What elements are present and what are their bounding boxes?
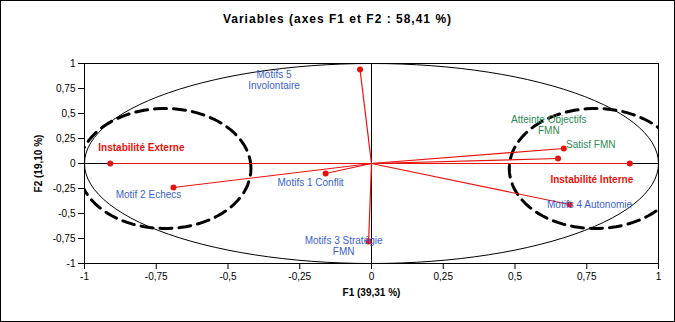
svg-text:0,75: 0,75 bbox=[56, 83, 76, 94]
html-text:Variables (axes F1 et F2 : 58,: Variables (axes F1 et F2 : 58,41 %) bbox=[222, 12, 452, 26]
svg-text:-0,75: -0,75 bbox=[53, 233, 76, 244]
svg-text:0,5: 0,5 bbox=[508, 271, 522, 282]
svg-text:-0,5: -0,5 bbox=[58, 208, 76, 219]
svg-text:1: 1 bbox=[656, 271, 662, 282]
svg-text:-0,75: -0,75 bbox=[145, 271, 168, 282]
svg-text:Motifs 1 Conflit: Motifs 1 Conflit bbox=[278, 177, 344, 188]
svg-text:0: 0 bbox=[70, 158, 76, 169]
svg-text:-0,5: -0,5 bbox=[219, 271, 237, 282]
svg-text:Instabilité Externe: Instabilité Externe bbox=[98, 142, 185, 153]
svg-text:Satisf FMN: Satisf FMN bbox=[566, 139, 615, 150]
svg-text:0,75: 0,75 bbox=[577, 271, 597, 282]
svg-text:0,25: 0,25 bbox=[434, 271, 454, 282]
svg-text:Motifs 3 StratégieFMN: Motifs 3 StratégieFMN bbox=[305, 235, 383, 257]
svg-text:0: 0 bbox=[369, 271, 375, 282]
svg-text:-0,25: -0,25 bbox=[288, 271, 311, 282]
svg-text:0,25: 0,25 bbox=[56, 133, 76, 144]
svg-text:0,5: 0,5 bbox=[62, 108, 76, 119]
svg-text:Motifs 5Involontaire: Motifs 5Involontaire bbox=[248, 69, 300, 91]
svg-text:Instabilité Interne: Instabilité Interne bbox=[550, 174, 633, 185]
svg-text:Atteinte ObjectifsFMN: Atteinte ObjectifsFMN bbox=[511, 114, 587, 136]
svg-text:Motif 2 Echecs: Motif 2 Echecs bbox=[116, 189, 182, 200]
svg-text:-0,25: -0,25 bbox=[53, 183, 76, 194]
svg-text:F1 (39,31 %): F1 (39,31 %) bbox=[343, 287, 401, 298]
svg-text:F2 (19,10 %): F2 (19,10 %) bbox=[33, 135, 44, 193]
svg-text:Motifs 4 Autonomie: Motifs 4 Autonomie bbox=[547, 199, 632, 210]
svg-text:-1: -1 bbox=[80, 271, 89, 282]
svg-text:-1: -1 bbox=[67, 258, 76, 269]
svg-text:1: 1 bbox=[70, 58, 76, 69]
